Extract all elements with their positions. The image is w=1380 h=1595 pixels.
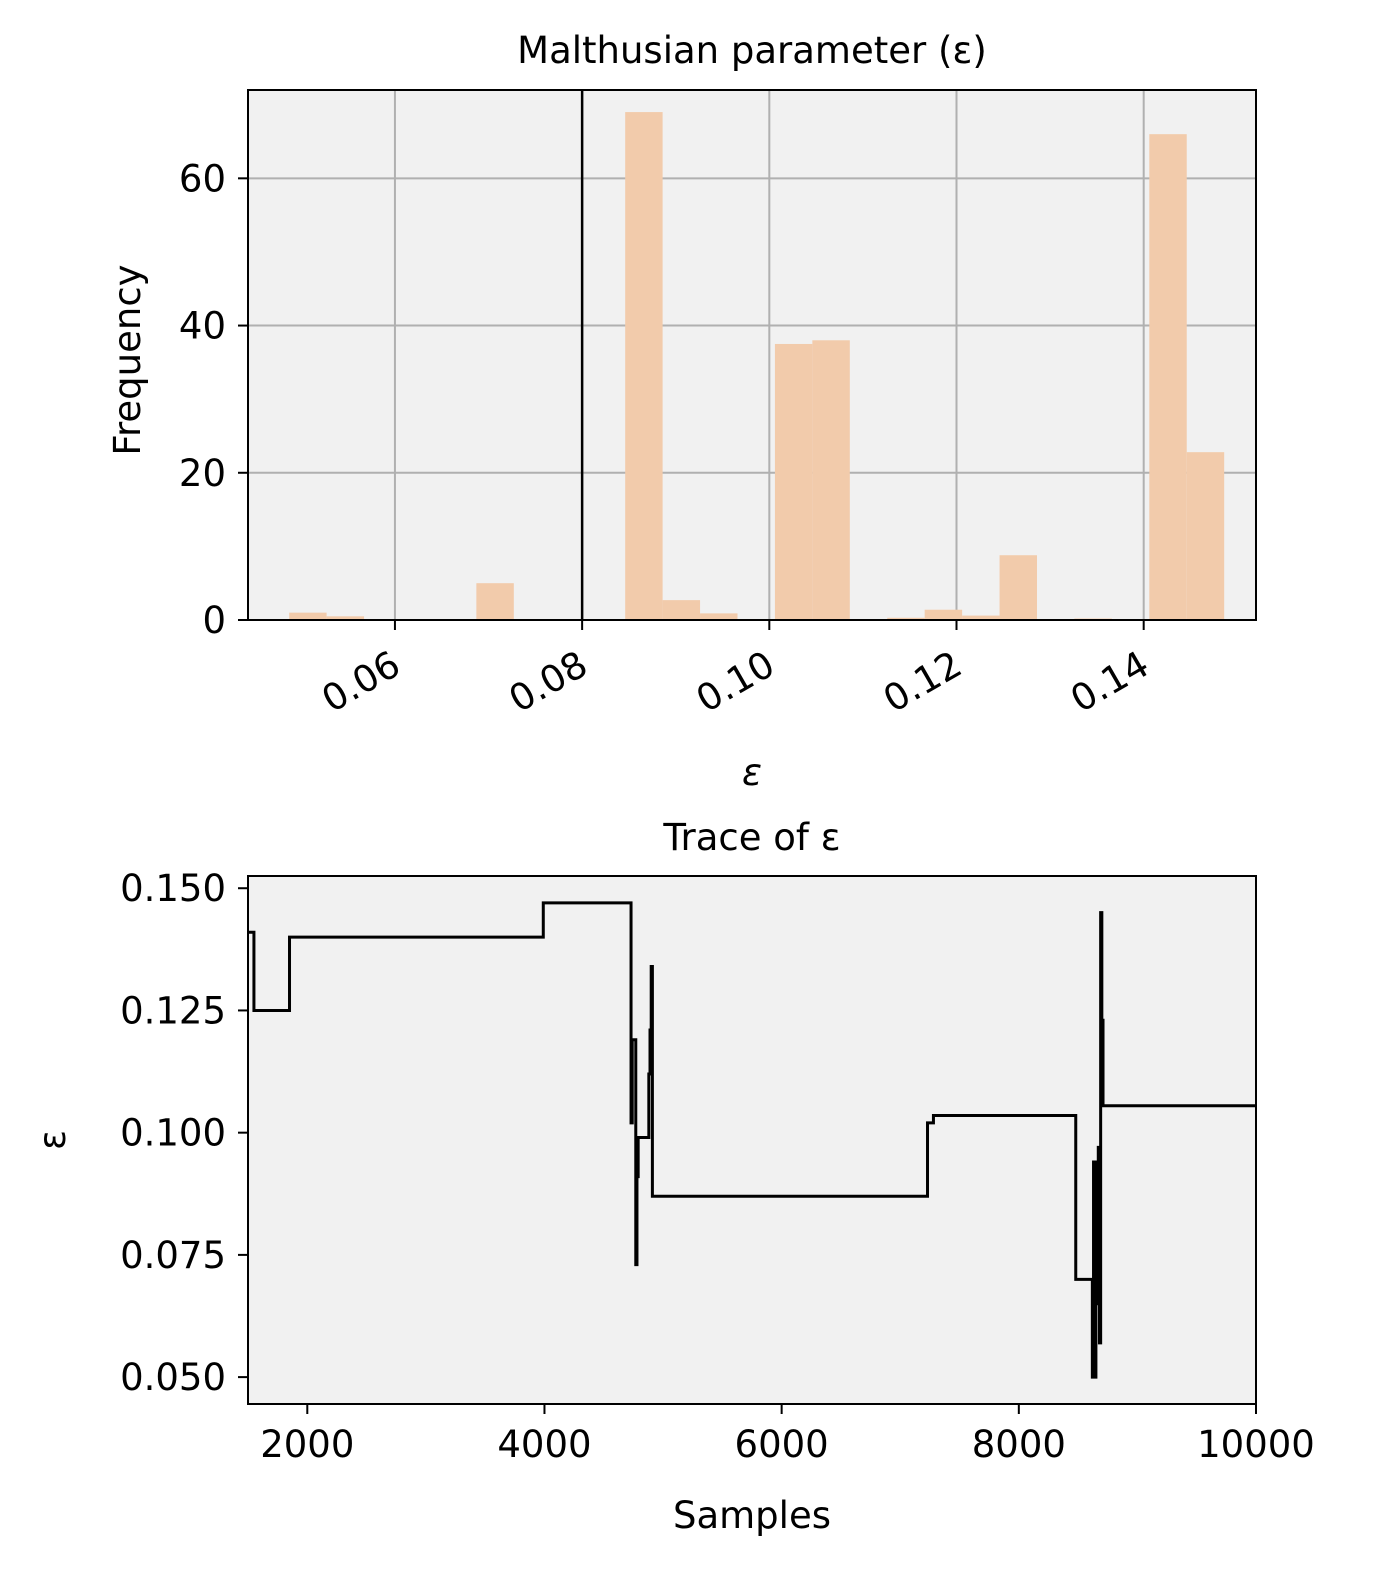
histogram-bar — [774, 343, 813, 620]
histogram-bar — [625, 112, 663, 620]
histogram-x-ticks: 0.06 0.08 0.10 0.12 0.14 — [315, 620, 1156, 721]
x-tick-label: 2000 — [260, 1423, 354, 1466]
trace-title: Trace of ε — [662, 816, 840, 859]
histogram-bar — [887, 617, 925, 620]
histogram-bar — [1149, 134, 1187, 620]
x-tick-label: 0.08 — [502, 643, 595, 721]
x-tick-label: 0.10 — [689, 643, 782, 721]
histogram-panel: Malthusian parameter (ε) 0.06 0.08 0.10 0.1… — [106, 29, 1257, 794]
histogram-bars — [289, 112, 1225, 620]
histogram-bar — [924, 609, 963, 620]
histogram-y-label: Frequency — [106, 264, 149, 455]
histogram-bar — [289, 612, 327, 620]
y-tick-label: 20 — [179, 452, 226, 495]
trace-panel: Trace of ε 2000 4000 6000 8000 10000 0.0500.… — [31, 816, 1315, 1537]
y-tick-label: 40 — [179, 305, 226, 348]
trace-frame — [247, 875, 1257, 1405]
x-tick-label: 0.12 — [876, 643, 969, 721]
trace-x-label: Samples — [673, 1494, 831, 1537]
histogram-bar — [812, 340, 850, 620]
trace-plot-area — [248, 876, 1256, 1404]
histogram-bar — [999, 555, 1037, 620]
histogram-bar — [962, 615, 1000, 620]
y-tick-label: 0 — [202, 599, 226, 642]
x-tick-label: 8000 — [972, 1423, 1066, 1466]
x-tick-label: 6000 — [735, 1423, 829, 1466]
y-tick-label: 0.150 — [120, 867, 226, 910]
histogram-plot-area — [248, 90, 1256, 620]
histogram-bar — [476, 583, 514, 620]
histogram-frame — [247, 89, 1257, 621]
histogram-bar — [662, 600, 701, 620]
histogram-bar — [326, 616, 365, 620]
trace-y-label: ε — [31, 1130, 74, 1150]
x-tick-label: 0.14 — [1063, 643, 1156, 721]
histogram-y-ticks: 0 20 40 60 — [179, 157, 248, 642]
histogram-x-label: ε — [742, 751, 762, 794]
x-tick-label: 0.06 — [315, 643, 408, 721]
y-tick-label: 60 — [179, 157, 226, 200]
trace-x-ticks: 2000 4000 6000 8000 10000 — [260, 1404, 1315, 1466]
trace-line — [248, 901, 1256, 1379]
x-tick-label: 10000 — [1197, 1423, 1315, 1466]
histogram-bar — [700, 613, 738, 620]
y-tick-label: 0.050 — [120, 1356, 226, 1399]
histogram-title: Malthusian parameter (ε) — [517, 29, 987, 72]
trace-y-ticks: 0.050 0.075 0.100 0.125 0.150 — [120, 867, 248, 1399]
x-tick-label: 4000 — [497, 1423, 591, 1466]
histogram-bar — [1186, 452, 1225, 620]
y-tick-label: 0.100 — [120, 1112, 226, 1155]
y-tick-label: 0.125 — [120, 989, 226, 1032]
y-tick-label: 0.075 — [120, 1234, 226, 1277]
